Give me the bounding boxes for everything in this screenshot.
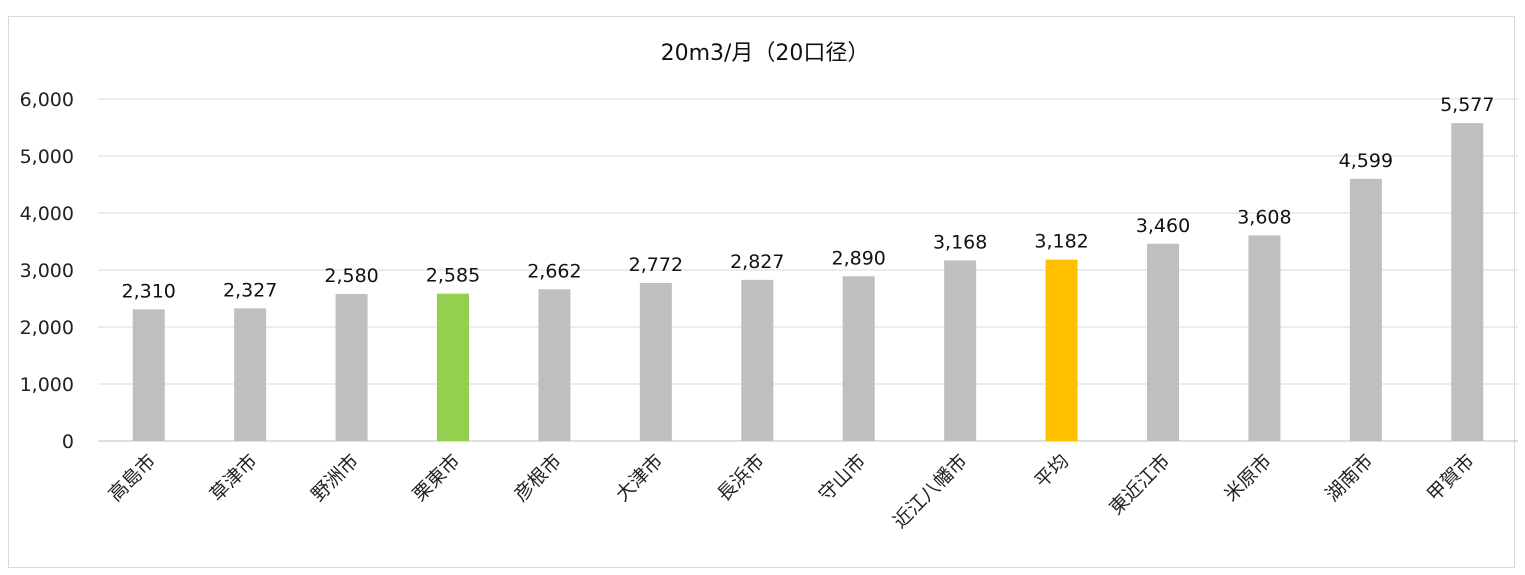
bar <box>842 276 875 441</box>
y-tick-label: 1,000 <box>20 374 74 396</box>
data-label: 2,890 <box>832 247 886 269</box>
x-tick-label: 栗東市 <box>409 450 465 506</box>
y-tick-label: 2,000 <box>20 317 74 339</box>
gridlines <box>98 98 1518 442</box>
data-labels: 2,310 2,327 2,580 2,585 2,662 2,772 2,827 2,890… <box>122 94 1495 302</box>
x-tick-label: 近江八幡市 <box>889 450 972 533</box>
x-tick-label: 長浜市 <box>713 450 769 506</box>
bar <box>639 282 672 441</box>
x-tick-label: 大津市 <box>612 450 668 506</box>
data-label: 2,662 <box>527 260 581 282</box>
data-label: 2,580 <box>324 265 378 287</box>
x-tick-label: 草津市 <box>206 450 262 506</box>
x-tick-label: 守山市 <box>814 450 870 506</box>
data-label: 3,182 <box>1034 231 1088 253</box>
data-label: 2,585 <box>426 265 480 287</box>
y-tick-label: 0 <box>62 431 74 453</box>
y-tick-label: 3,000 <box>20 260 74 282</box>
x-tick-label: 湖南市 <box>1322 450 1378 506</box>
data-label: 3,608 <box>1237 206 1291 228</box>
bar <box>1147 243 1179 441</box>
data-label: 2,772 <box>629 254 683 276</box>
chart-title: 20m3/月（20口径） <box>661 41 870 66</box>
y-axis: 0 1,000 2,000 3,000 4,000 5,000 6,000 <box>20 89 74 453</box>
y-tick-label: 4,000 <box>20 203 74 225</box>
data-label: 2,827 <box>730 251 784 273</box>
data-label: 4,599 <box>1339 150 1393 172</box>
x-tick-label: 彦根市 <box>510 450 566 506</box>
x-tick-label: 東近江市 <box>1105 450 1174 519</box>
bar <box>1045 259 1078 441</box>
bar <box>335 293 368 441</box>
x-axis: 高島市 草津市 野洲市 栗東市 彦根市 大津市 長浜市 守山市 近江八幡市 平均 東近江市 米原市 湖南… <box>104 450 1478 533</box>
x-tick-label: 高島市 <box>104 450 160 506</box>
x-tick-label: 平均 <box>1031 450 1073 492</box>
bar <box>538 289 571 441</box>
bar <box>234 308 267 441</box>
x-tick-label: 野洲市 <box>307 450 363 506</box>
bar <box>741 279 774 441</box>
data-label: 2,327 <box>223 279 277 301</box>
bar <box>132 309 165 441</box>
x-tick-label: 甲賀市 <box>1423 450 1479 506</box>
data-label: 3,460 <box>1136 215 1190 237</box>
y-tick-label: 5,000 <box>20 146 74 168</box>
bar <box>437 293 469 441</box>
bars <box>132 123 1484 442</box>
data-label: 2,310 <box>122 280 176 302</box>
bar <box>944 260 977 441</box>
bar <box>1248 235 1281 441</box>
bar <box>1349 178 1382 441</box>
bar <box>1451 123 1484 442</box>
y-tick-label: 6,000 <box>20 89 74 111</box>
data-label: 5,577 <box>1440 94 1494 116</box>
x-tick-label: 米原市 <box>1220 450 1276 506</box>
data-label: 3,168 <box>933 231 987 253</box>
